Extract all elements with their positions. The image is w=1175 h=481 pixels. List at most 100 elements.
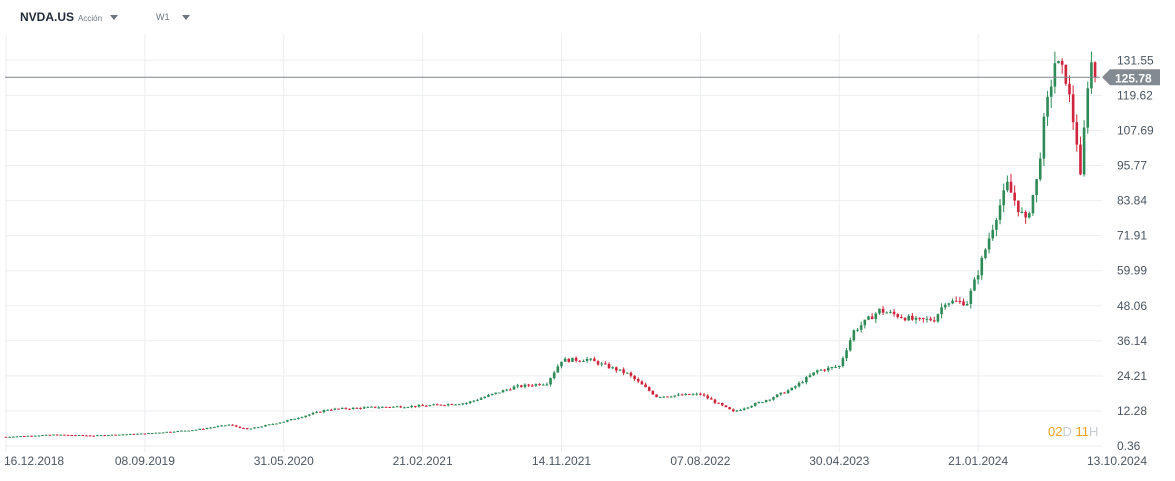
candle: [329, 408, 333, 411]
candle-body: [1002, 190, 1006, 206]
candle: [161, 432, 165, 434]
candle: [479, 396, 483, 400]
candle-body: [465, 403, 468, 405]
candle: [819, 368, 823, 371]
candle: [1049, 79, 1053, 109]
candle-body: [713, 399, 717, 403]
symbol-selector[interactable]: NVDA.US Acción: [20, 10, 119, 24]
candle: [571, 357, 574, 362]
candle-body: [117, 434, 121, 436]
candle: [538, 383, 541, 386]
timeframe-selector[interactable]: W1: [156, 12, 190, 22]
candle-body: [943, 304, 947, 308]
candle: [892, 309, 896, 317]
candle: [629, 371, 633, 378]
candle-body: [1042, 116, 1046, 159]
candle: [59, 434, 63, 436]
candle: [85, 435, 88, 437]
candle-body: [183, 430, 187, 432]
candle: [205, 427, 209, 430]
candle-body: [604, 363, 607, 365]
candle: [260, 426, 264, 428]
candle: [421, 403, 424, 407]
candle: [1060, 58, 1064, 74]
candle-body: [1006, 181, 1009, 191]
candle: [761, 401, 764, 403]
candle: [688, 393, 691, 395]
candle: [812, 372, 815, 377]
candle-body: [512, 386, 516, 390]
candle: [220, 424, 223, 427]
candle: [710, 396, 713, 400]
candle: [264, 424, 267, 427]
candle-body: [256, 427, 260, 429]
candle: [249, 428, 253, 430]
candle: [962, 298, 965, 306]
candle: [223, 425, 227, 427]
candle-body: [403, 407, 406, 409]
candle-body: [1093, 62, 1097, 78]
candle-body: [487, 394, 490, 397]
candle-body: [326, 409, 329, 411]
x-tick-label: 07.08.2022: [670, 454, 730, 468]
candle-body: [85, 435, 88, 437]
candle-body: [878, 308, 881, 314]
candle: [545, 382, 549, 386]
candle: [498, 392, 501, 394]
candle: [903, 317, 907, 322]
candle-body: [52, 434, 55, 436]
candle-body: [351, 407, 355, 410]
asset-type-label: Acción: [78, 14, 103, 23]
chart-toolbar: NVDA.US Acción W1: [0, 0, 1175, 34]
candle-body: [169, 431, 172, 433]
candle-body: [600, 363, 604, 365]
x-tick-label: 14.11.2021: [532, 454, 591, 468]
candle: [600, 361, 604, 367]
candle-body: [680, 394, 684, 396]
candle-body: [406, 407, 410, 409]
candle-body: [922, 317, 925, 320]
candle: [340, 407, 344, 410]
candle-body: [538, 384, 541, 386]
candle: [52, 434, 55, 436]
candle-body: [428, 405, 432, 407]
candle-body: [395, 406, 399, 408]
candle-body: [198, 428, 201, 430]
candle: [1079, 136, 1082, 176]
candle-body: [476, 399, 479, 401]
candle: [465, 402, 468, 405]
candle: [1002, 183, 1006, 213]
candle: [1038, 152, 1042, 182]
candle-body: [373, 406, 377, 408]
candle: [556, 364, 560, 373]
candle: [289, 418, 293, 421]
chevron-down-icon: [110, 14, 119, 20]
candle: [951, 298, 954, 305]
candle-body: [48, 434, 52, 436]
candle-body: [636, 379, 640, 382]
candle: [1064, 64, 1068, 86]
candle-body: [560, 361, 563, 367]
candle-body: [96, 435, 99, 437]
candle: [816, 369, 819, 375]
candle-body: [1057, 61, 1060, 64]
candle-body: [848, 340, 852, 351]
candle: [911, 313, 914, 321]
candle-body: [498, 392, 501, 394]
candle-body: [209, 427, 212, 429]
x-tick-label: 13.10.2024: [1087, 454, 1147, 468]
candle-body: [432, 404, 435, 406]
candle: [790, 387, 794, 391]
candle: [121, 434, 125, 436]
candle: [110, 434, 114, 436]
candle: [1090, 51, 1093, 94]
candle: [724, 405, 728, 408]
candle: [154, 432, 158, 434]
candle-body: [808, 375, 812, 378]
candle-body: [300, 417, 304, 419]
candle-body: [870, 316, 874, 320]
candle-body: [786, 390, 790, 394]
candle-body: [355, 407, 359, 409]
